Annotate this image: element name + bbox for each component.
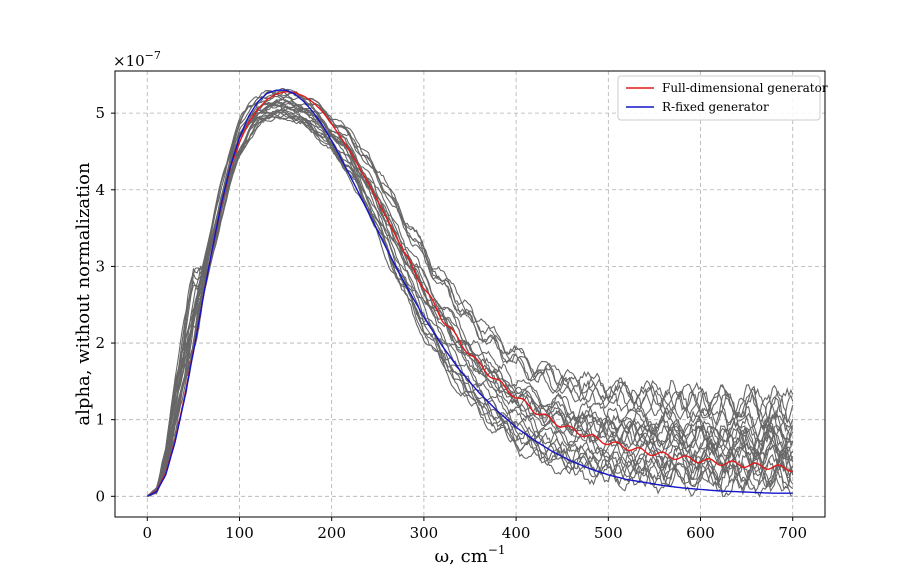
series-line-full-dimensional [146,90,793,497]
legend-label-rfixed: R-fixed generator [662,100,769,114]
y-tick-label: 1 [95,411,105,429]
sample-curve [146,113,794,497]
legend: Full-dimensional generator R-fixed gener… [617,75,828,121]
series-line-r-fixed [146,89,793,497]
sample-curve [146,113,794,497]
sample-curves [146,87,794,498]
sample-curve [147,100,794,497]
y-scale-prefix: ×10 [113,52,145,70]
x-axis-exponent: −1 [488,543,506,557]
sample-curve [146,89,793,497]
x-tick-label: 0 [142,524,152,542]
sample-curve [146,103,794,497]
y-tick-label: 3 [95,257,105,275]
ticks: 0 100 200 300 400 500 600 700 0 1 2 3 4 5 [95,104,807,542]
x-tick-label: 500 [594,524,623,542]
x-tick-label: 200 [317,524,346,542]
series-lines [146,89,793,497]
x-tick-label: 600 [686,524,715,542]
x-tick-label: 400 [502,524,531,542]
sample-curve [146,109,794,497]
y-tick-label: 0 [95,487,105,505]
y-axis-title: alpha, without normalization [73,162,94,426]
legend-label-full: Full-dimensional generator [662,81,828,95]
sample-curve [146,109,793,497]
sample-curve [147,107,794,497]
sample-curve [147,106,794,497]
y-scale-exponent: −7 [145,49,161,62]
grid [115,71,825,517]
plot-frame [114,70,826,518]
y-tick-label: 4 [95,181,105,199]
x-tick-label: 300 [410,524,439,542]
x-tick-label: 700 [778,524,807,542]
legend-box [617,75,821,121]
y-tick-label: 2 [95,334,105,352]
sample-curve [146,108,794,497]
sample-curve [146,91,794,497]
x-axis-title: ω, cm−1 [435,543,506,567]
x-axis-label: ω, cm [435,546,488,567]
x-tick-label: 100 [225,524,254,542]
y-tick-label: 5 [95,104,105,122]
sample-curve [146,87,794,497]
y-scale-offset: ×10−7 [113,49,161,70]
sample-curve [147,102,794,497]
sample-curve [147,111,794,497]
